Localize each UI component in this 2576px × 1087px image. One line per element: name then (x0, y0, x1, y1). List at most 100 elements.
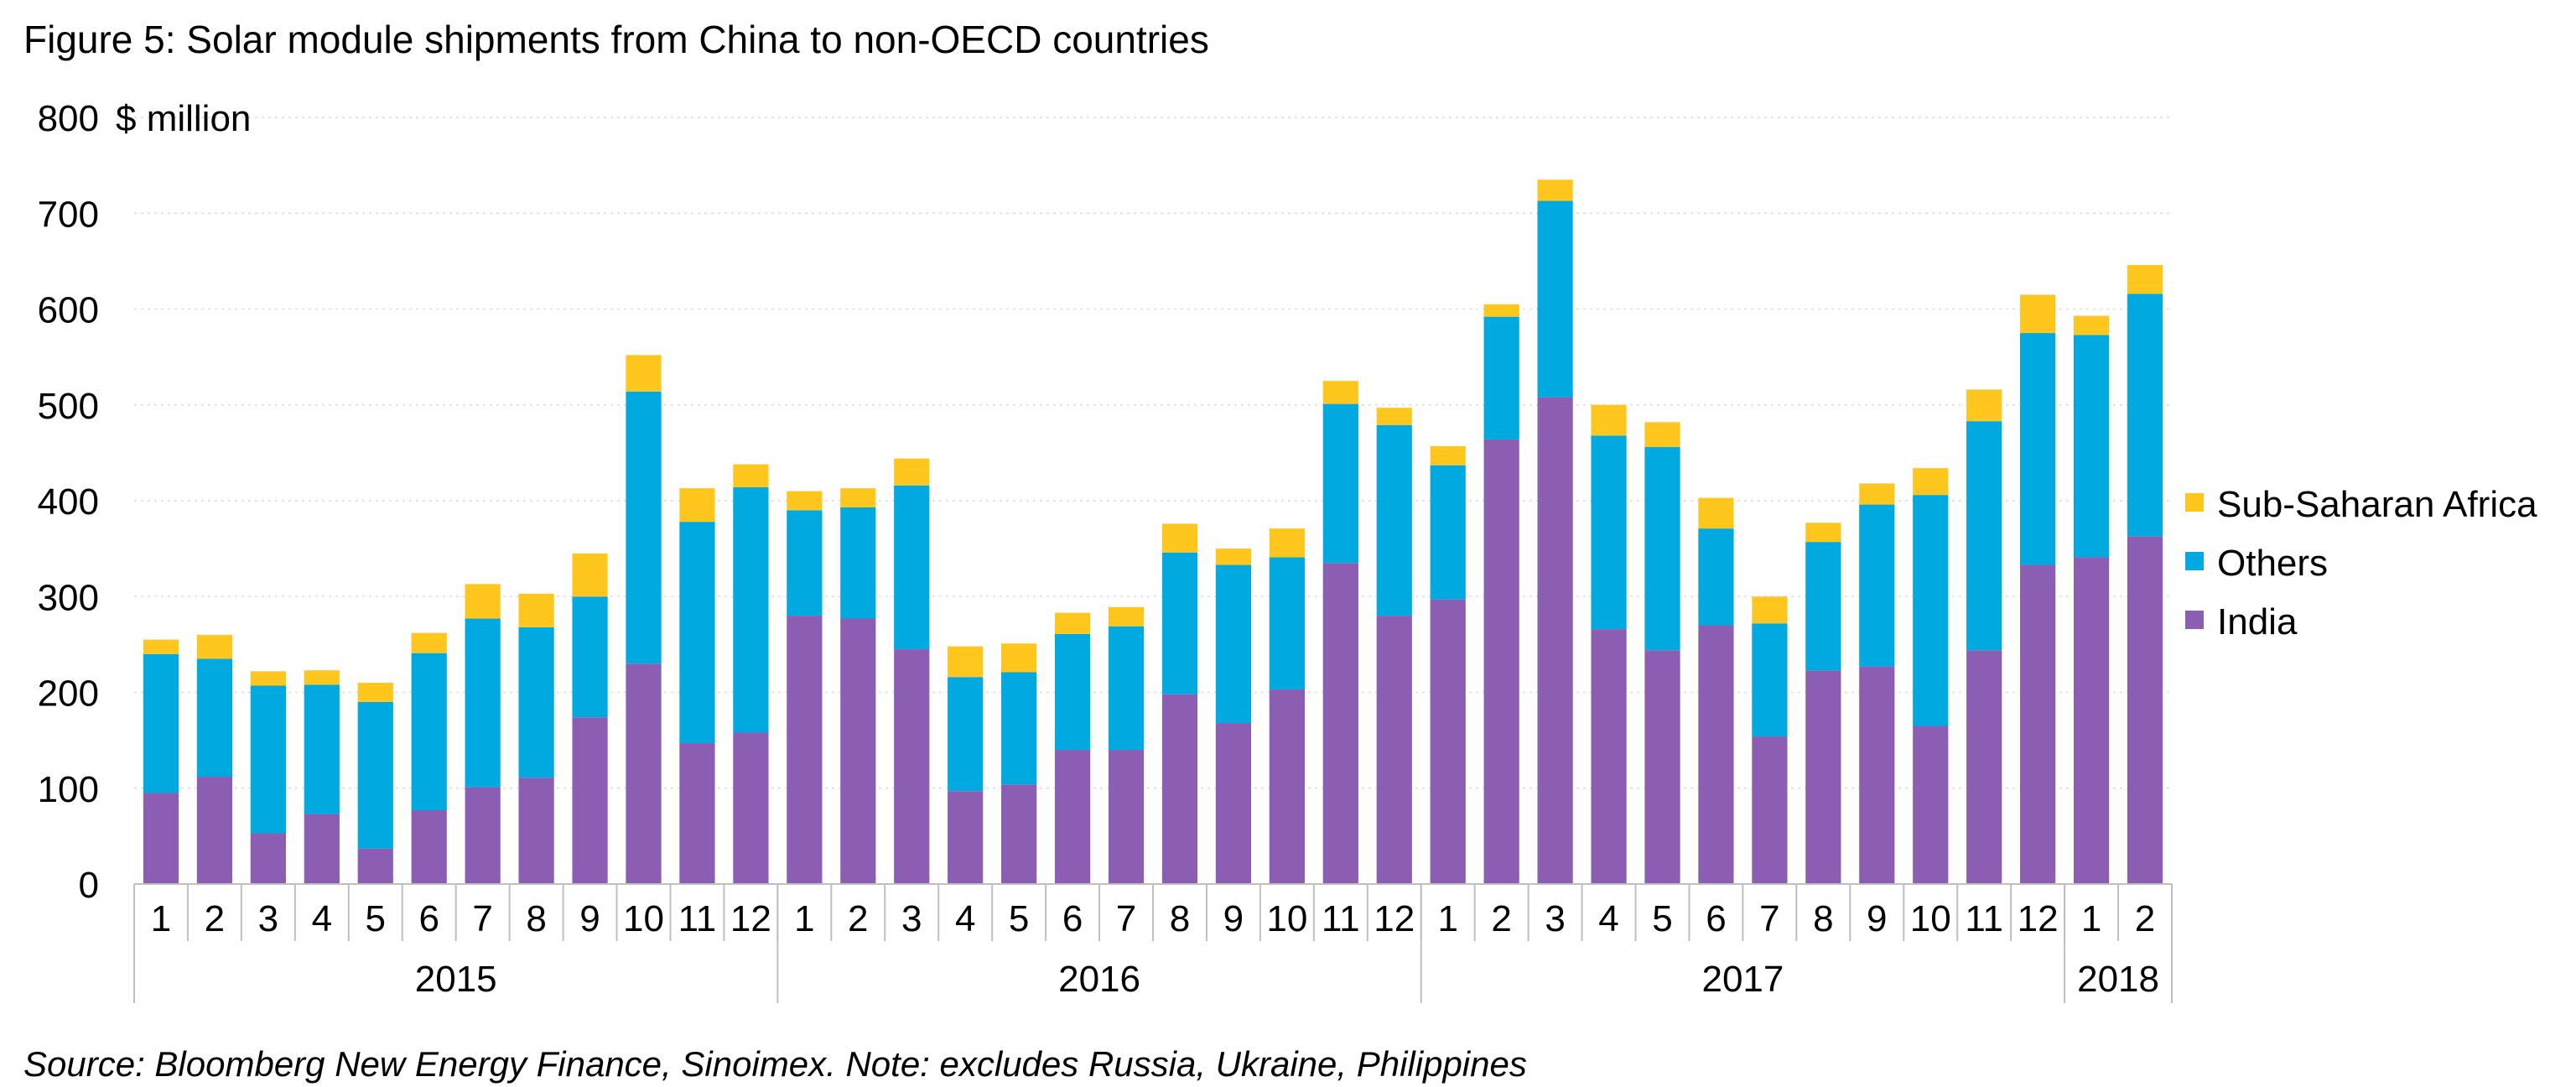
bar-sub-saharan-africa (894, 458, 930, 486)
bar-india (1913, 726, 1949, 884)
bar-sub-saharan-africa (1859, 483, 1895, 505)
bar-india (1752, 736, 1788, 884)
bar-sub-saharan-africa (1001, 643, 1037, 673)
bar-sub-saharan-africa (1215, 549, 1252, 565)
legend-swatch (2185, 493, 2204, 512)
bar-sub-saharan-africa (1966, 389, 2002, 422)
bar-india (626, 663, 662, 884)
bar-sub-saharan-africa (465, 584, 501, 619)
bar-others (1161, 552, 1198, 694)
x-tick-label: 4 (1598, 898, 1618, 939)
bar-sub-saharan-africa (626, 355, 662, 392)
bar-others (1591, 435, 1627, 630)
bar-others (1322, 403, 1358, 564)
x-tick-label: 5 (366, 898, 386, 939)
x-tick-label: 1 (2081, 898, 2101, 939)
x-tick-label: 3 (258, 898, 278, 939)
bar-india (2020, 564, 2056, 884)
x-tick-label: 5 (1652, 898, 1672, 939)
bar-sub-saharan-africa (2127, 264, 2163, 294)
bar-others (1644, 447, 1680, 651)
bar-india (1644, 650, 1680, 884)
bar-sub-saharan-africa (1430, 445, 1466, 465)
y-unit-label: $ million (116, 98, 251, 139)
x-tick-label: 9 (1223, 898, 1244, 939)
bar-others (1537, 200, 1573, 398)
bar-sub-saharan-africa (1054, 612, 1091, 634)
legend-label: India (2217, 601, 2298, 642)
bar-india (572, 717, 608, 884)
bar-india (250, 833, 286, 884)
x-group-label: 2017 (1701, 959, 1784, 1000)
bar-india (679, 743, 715, 884)
x-tick-label: 8 (1170, 898, 1190, 939)
bar-india (1591, 629, 1627, 884)
bar-india (733, 732, 769, 884)
bar-india (1430, 599, 1466, 884)
chart-title: Figure 5: Solar module shipments from Ch… (23, 18, 1209, 61)
bar-others (1805, 542, 1841, 671)
bar-india (1001, 784, 1037, 884)
bar-india (304, 814, 340, 884)
y-tick-label: 100 (38, 769, 99, 810)
y-tick-label: 400 (38, 481, 99, 523)
bar-others (2020, 333, 2056, 565)
bar-others (787, 510, 823, 616)
bar-sub-saharan-africa (1805, 523, 1841, 543)
bar-others (1698, 528, 1734, 626)
bar-sub-saharan-africa (196, 634, 233, 659)
x-tick-label: 6 (1706, 898, 1726, 939)
bar-others (465, 618, 501, 788)
bar-india (1322, 563, 1358, 884)
bar-sub-saharan-africa (1537, 179, 1573, 201)
bar-india (2073, 557, 2110, 884)
bar-india (196, 777, 233, 884)
y-tick-label: 600 (38, 290, 99, 331)
bar-india (518, 778, 554, 884)
bar-india (787, 616, 823, 884)
x-tick-label: 8 (1813, 898, 1833, 939)
x-tick-label: 4 (312, 898, 332, 939)
x-tick-label: 1 (1437, 898, 1457, 939)
x-tick-label: 10 (1910, 898, 1951, 939)
bar-others (1054, 633, 1091, 751)
bar-india (1161, 694, 1198, 884)
bar-india (2127, 536, 2163, 884)
bar-others (2127, 294, 2163, 537)
y-tick-label: 800 (38, 98, 99, 139)
bar-others (518, 627, 554, 778)
bar-others (411, 653, 447, 811)
bar-others (196, 658, 233, 778)
bar-india (465, 787, 501, 884)
bar-others (250, 685, 286, 834)
bar-others (1215, 564, 1252, 724)
bar-sub-saharan-africa (1161, 523, 1198, 553)
bar-sub-saharan-africa (948, 646, 984, 678)
bar-others (2073, 335, 2110, 558)
bar-india (1698, 625, 1734, 884)
bar-sub-saharan-africa (733, 464, 769, 488)
x-tick-label: 2 (1491, 898, 1511, 939)
bar-sub-saharan-africa (250, 671, 286, 686)
x-tick-label: 11 (1965, 898, 2003, 939)
bar-india (1215, 723, 1252, 884)
legend-label: Sub-Saharan Africa (2217, 484, 2537, 525)
x-tick-label: 3 (1545, 898, 1565, 939)
x-tick-label: 7 (1759, 898, 1779, 939)
bar-sub-saharan-africa (840, 488, 876, 507)
bar-sub-saharan-africa (1698, 497, 1734, 529)
bar-others (143, 653, 179, 793)
bar-others (1108, 626, 1145, 751)
x-tick-label: 2 (205, 898, 225, 939)
x-tick-label: 2 (2135, 898, 2155, 939)
bar-sub-saharan-africa (1483, 304, 1519, 317)
y-tick-label: 200 (38, 674, 99, 715)
x-tick-label: 12 (2018, 898, 2059, 939)
y-tick-label: 700 (38, 194, 99, 235)
bar-others (1430, 465, 1466, 600)
x-group-label: 2015 (415, 959, 497, 1000)
bar-sub-saharan-africa (1752, 596, 1788, 624)
bar-sub-saharan-africa (518, 593, 554, 627)
bar-sub-saharan-africa (2073, 315, 2110, 335)
x-tick-label: 12 (730, 898, 771, 939)
